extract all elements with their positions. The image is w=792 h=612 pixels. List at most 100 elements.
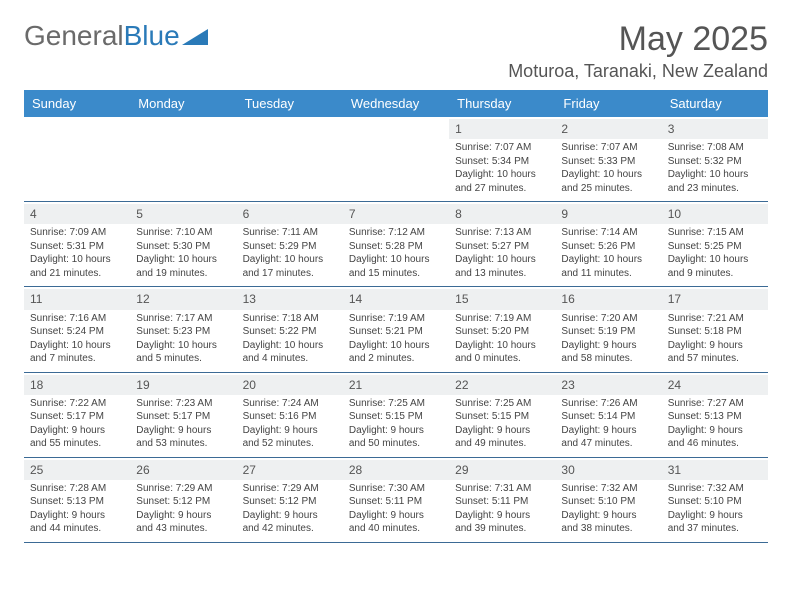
sunrise-text: Sunrise: 7:07 AM: [561, 141, 655, 155]
sunrise-text: Sunrise: 7:17 AM: [136, 312, 230, 326]
calendar-cell: 23 Sunrise: 7:26 AMSunset: 5:14 PMDayligh…: [555, 373, 661, 457]
sunrise-text: Sunrise: 7:24 AM: [243, 397, 337, 411]
day-header-sun: Sunday: [24, 90, 130, 117]
daylight-text: and 5 minutes.: [136, 352, 230, 366]
sunrise-text: Sunrise: 7:26 AM: [561, 397, 655, 411]
sunset-text: Sunset: 5:12 PM: [136, 495, 230, 509]
calendar-cell: [343, 117, 449, 201]
sunset-text: Sunset: 5:34 PM: [455, 155, 549, 169]
calendar-cell: 19Sunrise: 7:23 AMSunset: 5:17 PMDayligh…: [130, 373, 236, 457]
daylight-text: and 15 minutes.: [349, 267, 443, 281]
day-header-wed: Wednesday: [343, 90, 449, 117]
sunrise-text: Sunrise: 7:16 AM: [30, 312, 124, 326]
sunset-text: Sunset: 5:10 PM: [668, 495, 762, 509]
calendar-cell: 20Sunrise: 7:24 AMSunset: 5:16 PMDayligh…: [237, 373, 343, 457]
day-number: 22: [449, 375, 555, 395]
daylight-text: Daylight: 9 hours: [243, 509, 337, 523]
daylight-text: and 37 minutes.: [668, 522, 762, 536]
day-number: 24: [662, 375, 768, 395]
calendar-week: 1Sunrise: 7:07 AMSunset: 5:34 PMDaylight…: [24, 117, 768, 202]
daylight-text: and 39 minutes.: [455, 522, 549, 536]
sunrise-text: Sunrise: 7:25 AM: [455, 397, 549, 411]
day-number: 27: [237, 460, 343, 480]
day-number: 2: [555, 119, 661, 139]
daylight-text: and 46 minutes.: [668, 437, 762, 451]
sunset-text: Sunset: 5:33 PM: [561, 155, 655, 169]
sunset-text: Sunset: 5:12 PM: [243, 495, 337, 509]
sunset-text: Sunset: 5:32 PM: [668, 155, 762, 169]
daylight-text: and 53 minutes.: [136, 437, 230, 451]
day-number: 10: [662, 204, 768, 224]
daylight-text: Daylight: 10 hours: [561, 253, 655, 267]
sunrise-text: Sunrise: 7:13 AM: [455, 226, 549, 240]
day-number: 9: [555, 204, 661, 224]
day-number: 23: [555, 375, 661, 395]
sunset-text: Sunset: 5:17 PM: [136, 410, 230, 424]
sunset-text: Sunset: 5:11 PM: [349, 495, 443, 509]
daylight-text: and 50 minutes.: [349, 437, 443, 451]
sunset-text: Sunset: 5:15 PM: [455, 410, 549, 424]
day-number: 19: [130, 375, 236, 395]
sunset-text: Sunset: 5:13 PM: [668, 410, 762, 424]
calendar-cell: 27Sunrise: 7:29 AMSunset: 5:12 PMDayligh…: [237, 458, 343, 542]
location-label: Moturoa, Taranaki, New Zealand: [508, 61, 768, 82]
sunrise-text: Sunrise: 7:28 AM: [30, 482, 124, 496]
daylight-text: and 2 minutes.: [349, 352, 443, 366]
day-number: 5: [130, 204, 236, 224]
title-block: May 2025 Moturoa, Taranaki, New Zealand: [508, 20, 768, 82]
calendar: Sunday Monday Tuesday Wednesday Thursday…: [24, 90, 768, 543]
calendar-cell: 9Sunrise: 7:14 AMSunset: 5:26 PMDaylight…: [555, 202, 661, 286]
sunset-text: Sunset: 5:10 PM: [561, 495, 655, 509]
calendar-cell: 17Sunrise: 7:21 AMSunset: 5:18 PMDayligh…: [662, 287, 768, 371]
calendar-cell: 11Sunrise: 7:16 AMSunset: 5:24 PMDayligh…: [24, 287, 130, 371]
calendar-cell: 4Sunrise: 7:09 AMSunset: 5:31 PMDaylight…: [24, 202, 130, 286]
daylight-text: Daylight: 10 hours: [455, 339, 549, 353]
day-number: 18: [24, 375, 130, 395]
sunrise-text: Sunrise: 7:15 AM: [668, 226, 762, 240]
daylight-text: and 21 minutes.: [30, 267, 124, 281]
logo-text-1: General: [24, 20, 124, 52]
day-number: 8: [449, 204, 555, 224]
sunrise-text: Sunrise: 7:14 AM: [561, 226, 655, 240]
calendar-week: 11Sunrise: 7:16 AMSunset: 5:24 PMDayligh…: [24, 287, 768, 372]
daylight-text: and 19 minutes.: [136, 267, 230, 281]
daylight-text: and 17 minutes.: [243, 267, 337, 281]
day-number: 6: [237, 204, 343, 224]
daylight-text: and 40 minutes.: [349, 522, 443, 536]
day-number: 13: [237, 289, 343, 309]
daylight-text: Daylight: 9 hours: [455, 509, 549, 523]
calendar-body: 1Sunrise: 7:07 AMSunset: 5:34 PMDaylight…: [24, 117, 768, 543]
sunset-text: Sunset: 5:16 PM: [243, 410, 337, 424]
day-header-thu: Thursday: [449, 90, 555, 117]
sunset-text: Sunset: 5:28 PM: [349, 240, 443, 254]
calendar-cell: 2Sunrise: 7:07 AMSunset: 5:33 PMDaylight…: [555, 117, 661, 201]
sunset-text: Sunset: 5:29 PM: [243, 240, 337, 254]
daylight-text: Daylight: 9 hours: [349, 424, 443, 438]
day-header-fri: Friday: [555, 90, 661, 117]
sunset-text: Sunset: 5:21 PM: [349, 325, 443, 339]
calendar-cell: 26Sunrise: 7:29 AMSunset: 5:12 PMDayligh…: [130, 458, 236, 542]
daylight-text: Daylight: 9 hours: [561, 339, 655, 353]
sunset-text: Sunset: 5:27 PM: [455, 240, 549, 254]
sunset-text: Sunset: 5:17 PM: [30, 410, 124, 424]
page-header: GeneralBlue May 2025 Moturoa, Taranaki, …: [24, 20, 768, 82]
daylight-text: Daylight: 9 hours: [455, 424, 549, 438]
calendar-cell: 29Sunrise: 7:31 AMSunset: 5:11 PMDayligh…: [449, 458, 555, 542]
sunset-text: Sunset: 5:24 PM: [30, 325, 124, 339]
daylight-text: Daylight: 9 hours: [668, 424, 762, 438]
day-header-sat: Saturday: [662, 90, 768, 117]
sunrise-text: Sunrise: 7:18 AM: [243, 312, 337, 326]
daylight-text: and 52 minutes.: [243, 437, 337, 451]
sunset-text: Sunset: 5:14 PM: [561, 410, 655, 424]
daylight-text: Daylight: 9 hours: [30, 509, 124, 523]
calendar-cell: 24Sunrise: 7:27 AMSunset: 5:13 PMDayligh…: [662, 373, 768, 457]
daylight-text: Daylight: 9 hours: [561, 424, 655, 438]
day-header-tue: Tuesday: [237, 90, 343, 117]
sunset-text: Sunset: 5:25 PM: [668, 240, 762, 254]
sunrise-text: Sunrise: 7:32 AM: [668, 482, 762, 496]
sunset-text: Sunset: 5:19 PM: [561, 325, 655, 339]
day-number: 4: [24, 204, 130, 224]
day-number: 12: [130, 289, 236, 309]
day-number: 26: [130, 460, 236, 480]
calendar-cell: 1Sunrise: 7:07 AMSunset: 5:34 PMDaylight…: [449, 117, 555, 201]
